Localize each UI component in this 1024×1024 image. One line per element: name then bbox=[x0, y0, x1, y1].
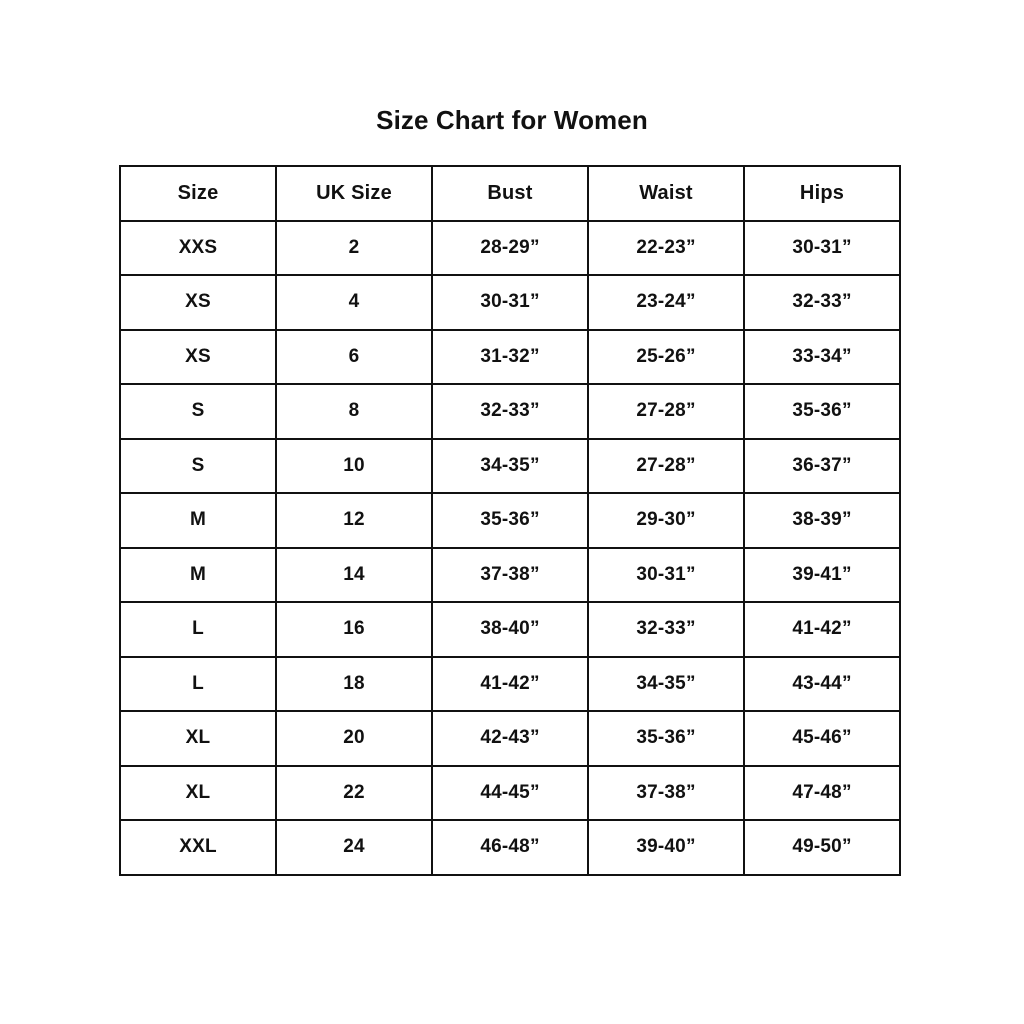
size-chart-table: Size UK Size Bust Waist Hips XXS 2 28-29… bbox=[119, 165, 901, 876]
cell-uk-size: 24 bbox=[275, 819, 433, 876]
table-row: M 14 37-38” 30-31” 39-41” bbox=[119, 546, 901, 603]
cell-size: M bbox=[119, 546, 277, 603]
cell-bust: 42-43” bbox=[431, 710, 589, 767]
cell-size: XS bbox=[119, 274, 277, 331]
table-row: L 18 41-42” 34-35” 43-44” bbox=[119, 655, 901, 712]
cell-waist: 22-23” bbox=[587, 219, 745, 276]
cell-size: XXS bbox=[119, 219, 277, 276]
cell-size: L bbox=[119, 655, 277, 712]
cell-hips: 43-44” bbox=[743, 655, 901, 712]
cell-bust: 38-40” bbox=[431, 601, 589, 658]
table-header: Size UK Size Bust Waist Hips bbox=[119, 165, 901, 222]
cell-bust: 31-32” bbox=[431, 328, 589, 385]
cell-waist: 27-28” bbox=[587, 437, 745, 494]
column-header-uk-size: UK Size bbox=[275, 165, 433, 222]
cell-uk-size: 16 bbox=[275, 601, 433, 658]
column-header-bust: Bust bbox=[431, 165, 589, 222]
cell-hips: 45-46” bbox=[743, 710, 901, 767]
cell-bust: 46-48” bbox=[431, 819, 589, 876]
cell-size: XL bbox=[119, 710, 277, 767]
cell-hips: 30-31” bbox=[743, 219, 901, 276]
cell-uk-size: 2 bbox=[275, 219, 433, 276]
table-row: XS 6 31-32” 25-26” 33-34” bbox=[119, 328, 901, 385]
cell-bust: 30-31” bbox=[431, 274, 589, 331]
cell-size: XL bbox=[119, 764, 277, 821]
table-header-row: Size UK Size Bust Waist Hips bbox=[119, 165, 901, 222]
cell-uk-size: 10 bbox=[275, 437, 433, 494]
cell-bust: 41-42” bbox=[431, 655, 589, 712]
cell-hips: 38-39” bbox=[743, 492, 901, 549]
cell-uk-size: 22 bbox=[275, 764, 433, 821]
cell-waist: 39-40” bbox=[587, 819, 745, 876]
table-row: M 12 35-36” 29-30” 38-39” bbox=[119, 492, 901, 549]
cell-hips: 35-36” bbox=[743, 383, 901, 440]
cell-hips: 39-41” bbox=[743, 546, 901, 603]
cell-size: L bbox=[119, 601, 277, 658]
table-row: XXS 2 28-29” 22-23” 30-31” bbox=[119, 219, 901, 276]
cell-waist: 37-38” bbox=[587, 764, 745, 821]
cell-bust: 28-29” bbox=[431, 219, 589, 276]
page-title: Size Chart for Women bbox=[376, 105, 648, 135]
cell-hips: 36-37” bbox=[743, 437, 901, 494]
cell-bust: 32-33” bbox=[431, 383, 589, 440]
cell-waist: 29-30” bbox=[587, 492, 745, 549]
cell-bust: 34-35” bbox=[431, 437, 589, 494]
cell-size: S bbox=[119, 437, 277, 494]
cell-hips: 33-34” bbox=[743, 328, 901, 385]
cell-hips: 41-42” bbox=[743, 601, 901, 658]
cell-uk-size: 8 bbox=[275, 383, 433, 440]
cell-uk-size: 4 bbox=[275, 274, 433, 331]
table-row: XL 20 42-43” 35-36” 45-46” bbox=[119, 710, 901, 767]
table-row: S 8 32-33” 27-28” 35-36” bbox=[119, 383, 901, 440]
column-header-hips: Hips bbox=[743, 165, 901, 222]
size-chart-table-container: Size UK Size Bust Waist Hips XXS 2 28-29… bbox=[119, 165, 901, 876]
cell-size: XXL bbox=[119, 819, 277, 876]
cell-hips: 32-33” bbox=[743, 274, 901, 331]
cell-hips: 49-50” bbox=[743, 819, 901, 876]
table-row: XL 22 44-45” 37-38” 47-48” bbox=[119, 764, 901, 821]
table-row: XXL 24 46-48” 39-40” 49-50” bbox=[119, 819, 901, 876]
cell-waist: 25-26” bbox=[587, 328, 745, 385]
cell-size: S bbox=[119, 383, 277, 440]
column-header-waist: Waist bbox=[587, 165, 745, 222]
cell-bust: 44-45” bbox=[431, 764, 589, 821]
cell-waist: 30-31” bbox=[587, 546, 745, 603]
cell-uk-size: 6 bbox=[275, 328, 433, 385]
cell-size: M bbox=[119, 492, 277, 549]
cell-waist: 27-28” bbox=[587, 383, 745, 440]
table-row: L 16 38-40” 32-33” 41-42” bbox=[119, 601, 901, 658]
cell-waist: 23-24” bbox=[587, 274, 745, 331]
cell-uk-size: 20 bbox=[275, 710, 433, 767]
cell-uk-size: 14 bbox=[275, 546, 433, 603]
cell-waist: 32-33” bbox=[587, 601, 745, 658]
cell-waist: 35-36” bbox=[587, 710, 745, 767]
cell-bust: 37-38” bbox=[431, 546, 589, 603]
cell-waist: 34-35” bbox=[587, 655, 745, 712]
table-row: S 10 34-35” 27-28” 36-37” bbox=[119, 437, 901, 494]
table-row: XS 4 30-31” 23-24” 32-33” bbox=[119, 274, 901, 331]
table-body: XXS 2 28-29” 22-23” 30-31” XS 4 30-31” 2… bbox=[119, 219, 901, 876]
cell-uk-size: 12 bbox=[275, 492, 433, 549]
column-header-size: Size bbox=[119, 165, 277, 222]
cell-uk-size: 18 bbox=[275, 655, 433, 712]
cell-bust: 35-36” bbox=[431, 492, 589, 549]
cell-size: XS bbox=[119, 328, 277, 385]
cell-hips: 47-48” bbox=[743, 764, 901, 821]
